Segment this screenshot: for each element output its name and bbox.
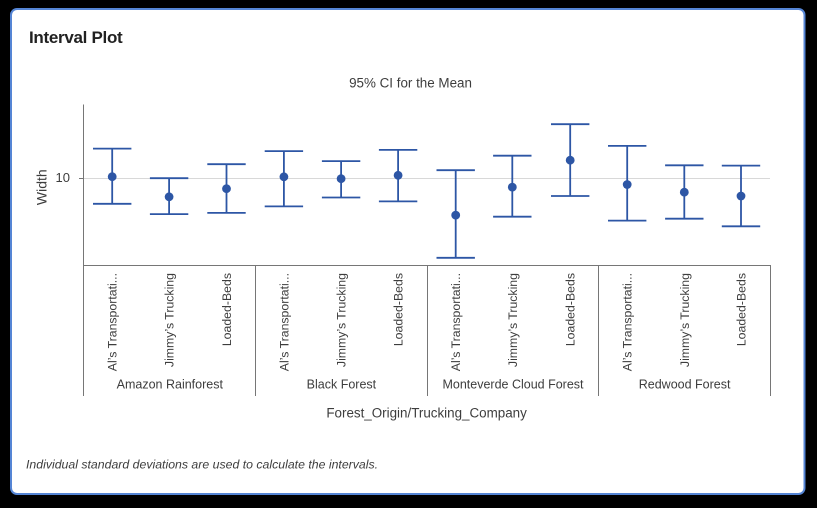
svg-text:Jimmy’s Trucking: Jimmy’s Trucking xyxy=(163,273,177,367)
svg-text:Jimmy’s Trucking: Jimmy’s Trucking xyxy=(678,273,692,367)
svg-text:Al’s Transportati...: Al’s Transportati... xyxy=(106,273,120,371)
svg-text:Forest_Origin/Trucking_Company: Forest_Origin/Trucking_Company xyxy=(326,406,527,421)
svg-text:Interval Plot: Interval Plot xyxy=(29,28,123,47)
svg-text:Loaded-Beds: Loaded-Beds xyxy=(735,273,749,346)
svg-text:Monteverde Cloud Forest: Monteverde Cloud Forest xyxy=(442,378,584,392)
svg-text:Redwood Forest: Redwood Forest xyxy=(639,378,731,392)
svg-text:Individual standard deviations: Individual standard deviations are used … xyxy=(26,458,378,472)
svg-text:Loaded-Beds: Loaded-Beds xyxy=(220,273,234,346)
svg-text:Width: Width xyxy=(34,169,50,205)
svg-text:Black Forest: Black Forest xyxy=(307,378,377,392)
svg-text:Jimmy’s Trucking: Jimmy’s Trucking xyxy=(506,273,520,367)
svg-text:Al’s Transportati...: Al’s Transportati... xyxy=(277,273,291,371)
svg-text:Al’s Transportati...: Al’s Transportati... xyxy=(621,273,635,371)
svg-text:95% CI for the Mean: 95% CI for the Mean xyxy=(349,76,472,91)
svg-text:Loaded-Beds: Loaded-Beds xyxy=(564,273,578,346)
svg-text:Amazon Rainforest: Amazon Rainforest xyxy=(117,378,224,392)
svg-text:Al’s Transportati...: Al’s Transportati... xyxy=(449,273,463,371)
svg-text:Loaded-Beds: Loaded-Beds xyxy=(392,273,406,346)
svg-text:10: 10 xyxy=(56,170,70,185)
svg-text:Jimmy’s Trucking: Jimmy’s Trucking xyxy=(335,273,349,367)
